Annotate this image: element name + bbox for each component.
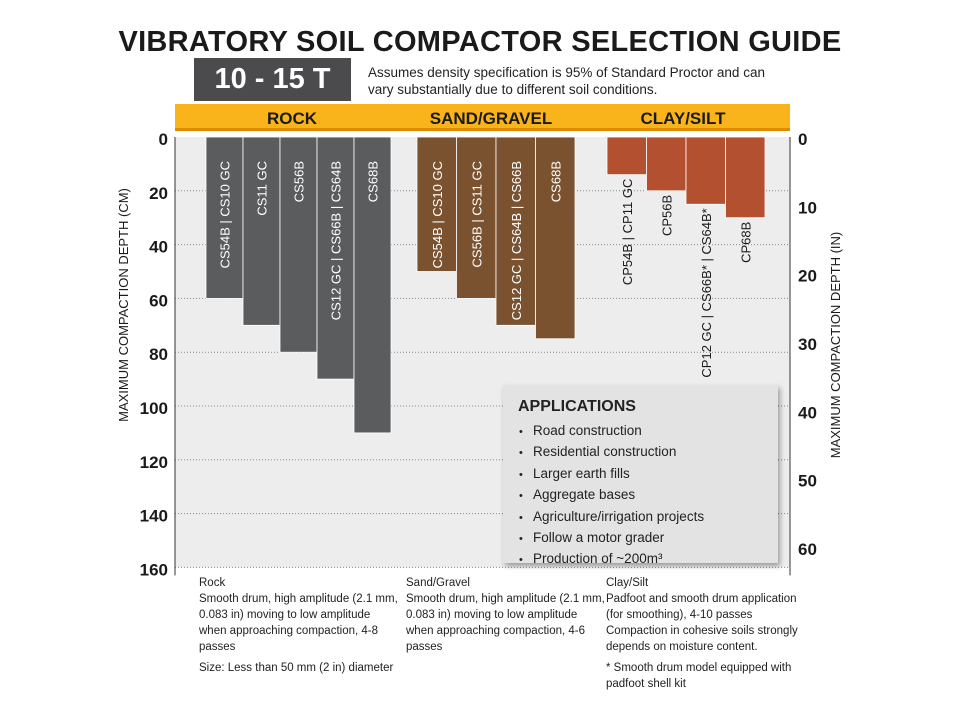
- left-tick-label: 140: [140, 507, 168, 526]
- clay-silt-footnote-asterisk: * Smooth drum model equipped with padfoo…: [606, 662, 792, 690]
- application-item-text: Production of ~200m³: [533, 551, 663, 567]
- bar-label: CS68B: [366, 161, 381, 202]
- rock-footnote-size: Size: Less than 50 mm (2 in) diameter: [199, 662, 394, 674]
- applications-panel: APPLICATIONS • Road construction • Resident…: [503, 385, 778, 566]
- bullet-icon: •: [519, 468, 523, 481]
- rock-footnote-heading: Rock: [199, 577, 226, 589]
- category-header-band: [175, 104, 790, 129]
- right-tick-label: 60: [798, 540, 817, 559]
- application-item: • Aggregate bases: [519, 485, 704, 506]
- right-tick-label: 10: [798, 198, 817, 217]
- clay-silt-footnote-text: Padfoot and smooth drum application (for…: [606, 593, 798, 653]
- bar: [242, 136, 281, 326]
- right-tick-label: 20: [798, 267, 817, 286]
- left-tick-label: 160: [140, 560, 168, 579]
- application-item: • Larger earth fills: [519, 464, 704, 485]
- application-item-text: Aggregate bases: [533, 487, 636, 503]
- bullet-icon: •: [519, 533, 523, 546]
- bar-label: CS56B | CS11 GC: [469, 161, 484, 267]
- left-tick-label: 40: [149, 238, 168, 257]
- bar-label: CS56B: [292, 161, 307, 202]
- left-tick-label: 0: [159, 130, 168, 149]
- application-item: • Production of ~200m³: [519, 549, 704, 570]
- clay-silt-footnote: Clay/Silt Padfoot and smooth drum applic…: [606, 575, 806, 692]
- application-item-text: Agriculture/irrigation projects: [533, 508, 705, 524]
- bullet-icon: •: [519, 490, 523, 503]
- bar-label: CS12 GC | CS64B | CS66B: [509, 161, 524, 320]
- application-item: • Follow a motor grader: [519, 528, 704, 549]
- bar-label: CP68B: [738, 222, 753, 263]
- bar: [685, 136, 726, 205]
- bar-label: CS12 GC | CS66B | CS64B: [329, 161, 344, 320]
- group-header-sand-gravel: SAND/GRAVEL: [430, 109, 552, 128]
- bar: [279, 136, 318, 353]
- bar: [205, 136, 244, 299]
- group-header-rock: ROCK: [267, 109, 318, 128]
- application-item-text: Residential construction: [533, 444, 677, 460]
- weight-class-badge: 10 - 15 T: [194, 58, 351, 101]
- rock-footnote-text: Smooth drum, high amplitude (2.1 mm, 0.0…: [199, 593, 398, 653]
- bar: [416, 136, 457, 272]
- clay-silt-footnote-heading: Clay/Silt: [606, 577, 649, 589]
- application-item-text: Larger earth fills: [533, 465, 630, 481]
- bar-label: CS11 GC: [255, 161, 270, 216]
- right-tick-label: 0: [798, 130, 807, 149]
- bar-label: CS54B | CS10 GC: [430, 161, 445, 268]
- bar-label: CP56B: [659, 195, 674, 236]
- right-tick-label: 40: [798, 403, 817, 422]
- sand-gravel-footnote: Sand/Gravel Smooth drum, high amplitude …: [406, 575, 606, 655]
- right-axis-title: MAXIMUM COMPACTION DEPTH (IN): [828, 232, 843, 459]
- applications-list: • Road construction • Residential construct…: [519, 421, 704, 571]
- left-tick-label: 120: [140, 453, 168, 472]
- rock-footnote: Rock Smooth drum, high amplitude (2.1 mm…: [199, 575, 399, 676]
- bar: [646, 136, 687, 192]
- category-header-band-edge: [175, 128, 790, 131]
- bar-label: CS54B | CS10 GC: [218, 161, 233, 268]
- bullet-icon: •: [519, 426, 523, 438]
- right-tick-label: 30: [798, 335, 817, 354]
- sand-gravel-footnote-heading: Sand/Gravel: [406, 577, 470, 589]
- applications-title: APPLICATIONS: [518, 398, 636, 415]
- application-item-text: Road construction: [533, 423, 642, 438]
- application-item-text: Follow a motor grader: [533, 530, 665, 546]
- bullet-icon: •: [519, 447, 523, 460]
- bar: [353, 136, 392, 434]
- bar-label: CP54B | CP11 GC: [620, 179, 635, 285]
- application-item: • Residential construction: [519, 442, 704, 463]
- density-note: Assumes density specification is 95% of …: [368, 65, 765, 97]
- left-axis-title: MAXIMUM COMPACTION DEPTH (CM): [116, 188, 131, 422]
- bar: [725, 136, 766, 219]
- bar-label: CS68B: [548, 161, 563, 202]
- right-tick-label: 50: [798, 472, 817, 491]
- left-tick-label: 100: [140, 399, 168, 418]
- page-title: VIBRATORY SOIL COMPACTOR SELECTION GUIDE: [118, 26, 842, 58]
- bar: [606, 136, 647, 176]
- application-item: • Road construction: [519, 421, 704, 442]
- left-tick-label: 80: [149, 345, 168, 364]
- application-item: • Agriculture/irrigation projects: [519, 507, 704, 528]
- bar-label: CP12 GC | CS66B* | CS64B*: [699, 208, 714, 377]
- bullet-icon: •: [519, 511, 523, 524]
- bullet-icon: •: [519, 554, 523, 567]
- left-tick-label: 60: [149, 291, 168, 310]
- group-header-clay-silt: CLAY/SILT: [640, 109, 726, 128]
- bar: [535, 136, 576, 340]
- bar: [316, 136, 355, 380]
- sand-gravel-footnote-text: Smooth drum, high amplitude (2.1 mm, 0.0…: [406, 593, 605, 653]
- left-tick-label: 20: [149, 184, 168, 203]
